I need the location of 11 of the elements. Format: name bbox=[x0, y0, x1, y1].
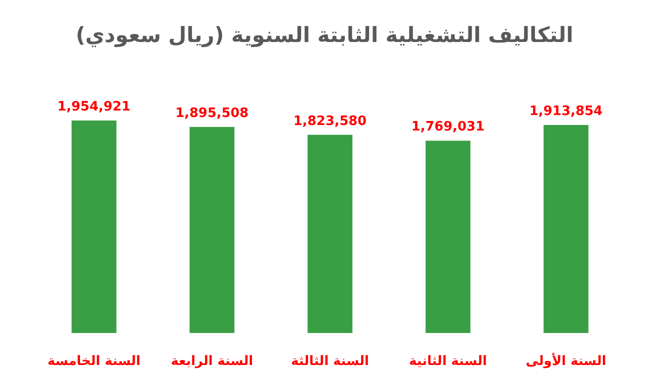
x-tick-label: السنة الأولى bbox=[526, 352, 606, 369]
x-tick-label: السنة الثانية bbox=[409, 354, 487, 369]
data-label: 1,913,854 bbox=[529, 104, 603, 119]
data-label: 1,769,031 bbox=[411, 120, 485, 135]
data-label: 1,895,508 bbox=[175, 106, 249, 121]
chart-title: التكاليف التشغيلية الثابتة السنوية (ريال سعودي) bbox=[76, 23, 574, 48]
x-tick-label: السنة الخامسة bbox=[47, 354, 141, 369]
data-label: 1,823,580 bbox=[293, 114, 367, 129]
x-tick-label: السنة الثالثة bbox=[291, 354, 369, 369]
data-label: 1,954,921 bbox=[57, 100, 131, 114]
x-tick-label: السنة الرابعة bbox=[170, 354, 254, 369]
